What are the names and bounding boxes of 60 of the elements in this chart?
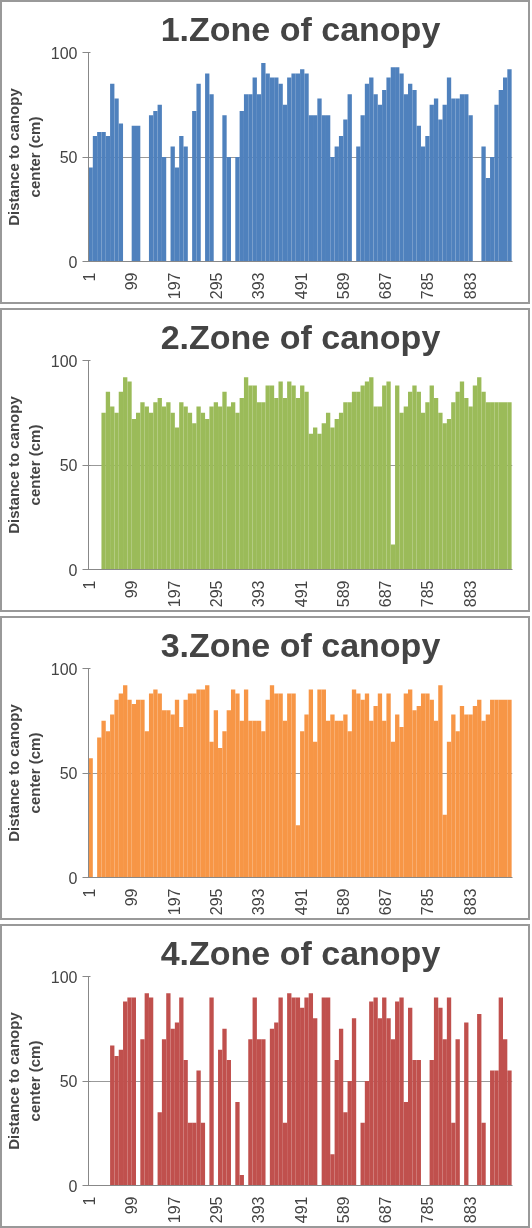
x-tick-label: 1 — [80, 888, 98, 898]
x-tick-label: 393 — [250, 1196, 268, 1224]
y-tick-label: 0 — [68, 869, 78, 887]
x-tick-label: 687 — [377, 272, 395, 300]
x-tick-label: 197 — [165, 888, 183, 916]
y-tick-label: 50 — [59, 765, 78, 782]
y-tick-label: 50 — [59, 1073, 78, 1090]
y-axis-title: Distance to canopy center (cm) — [5, 87, 43, 226]
x-tick-label: 589 — [334, 1196, 352, 1224]
x-tick-label: 491 — [292, 888, 310, 916]
x-tick-label: 393 — [250, 580, 268, 608]
x-tick-label: 197 — [165, 580, 183, 608]
x-tick-label: 687 — [377, 1196, 395, 1224]
x-tick-label: 785 — [419, 580, 437, 608]
y-tick-label: 100 — [50, 660, 78, 678]
y-tick-label: 0 — [68, 561, 78, 579]
x-tick-label: 589 — [334, 888, 352, 916]
y-axis-title: Distance to canopy center (cm) — [5, 395, 43, 534]
x-tick-label: 785 — [419, 888, 437, 916]
x-tick-label: 197 — [165, 272, 183, 300]
chart-title: 1.Zone of canopy — [160, 9, 441, 48]
x-tick-label: 589 — [334, 272, 352, 300]
x-tick-label: 1 — [80, 580, 98, 590]
x-tick-label: 687 — [377, 888, 395, 916]
x-tick-label: 883 — [461, 580, 479, 608]
y-tick-label: 0 — [68, 253, 78, 271]
x-tick-label: 883 — [461, 1196, 479, 1224]
x-tick-label: 687 — [377, 580, 395, 608]
x-tick-label: 491 — [292, 1196, 310, 1224]
chart-title: 4.Zone of canopy — [160, 933, 441, 972]
y-axis-title: Distance to canopy center (cm) — [5, 1011, 43, 1150]
x-tick-label: 295 — [207, 580, 225, 608]
y-axis-title: Distance to canopy center (cm) — [5, 703, 43, 842]
x-tick-label: 1 — [80, 272, 98, 282]
x-tick-label: 785 — [419, 272, 437, 300]
x-tick-label: 1 — [80, 1196, 98, 1206]
y-tick-label: 50 — [59, 149, 78, 166]
y-tick-label: 100 — [50, 968, 78, 986]
y-tick-label: 50 — [59, 457, 78, 474]
x-tick-label: 491 — [292, 580, 310, 608]
x-tick-label: 99 — [123, 888, 141, 907]
y-tick-label: 100 — [50, 352, 78, 370]
x-tick-label: 295 — [207, 888, 225, 916]
chart-title: 3.Zone of canopy — [160, 625, 441, 664]
x-tick-label: 393 — [250, 888, 268, 916]
y-tick-label: 0 — [68, 1177, 78, 1195]
x-tick-label: 99 — [123, 272, 141, 291]
y-tick-label: 100 — [50, 44, 78, 62]
x-tick-label: 393 — [250, 272, 268, 300]
x-tick-label: 883 — [461, 888, 479, 916]
x-tick-label: 197 — [165, 1196, 183, 1224]
x-tick-label: 99 — [123, 580, 141, 599]
x-tick-label: 491 — [292, 272, 310, 300]
x-tick-label: 99 — [123, 1196, 141, 1215]
chart-title: 2.Zone of canopy — [160, 317, 441, 356]
x-tick-label: 295 — [207, 272, 225, 300]
x-tick-label: 589 — [334, 580, 352, 608]
x-tick-label: 785 — [419, 1196, 437, 1224]
x-tick-label: 295 — [207, 1196, 225, 1224]
x-tick-label: 883 — [461, 272, 479, 300]
